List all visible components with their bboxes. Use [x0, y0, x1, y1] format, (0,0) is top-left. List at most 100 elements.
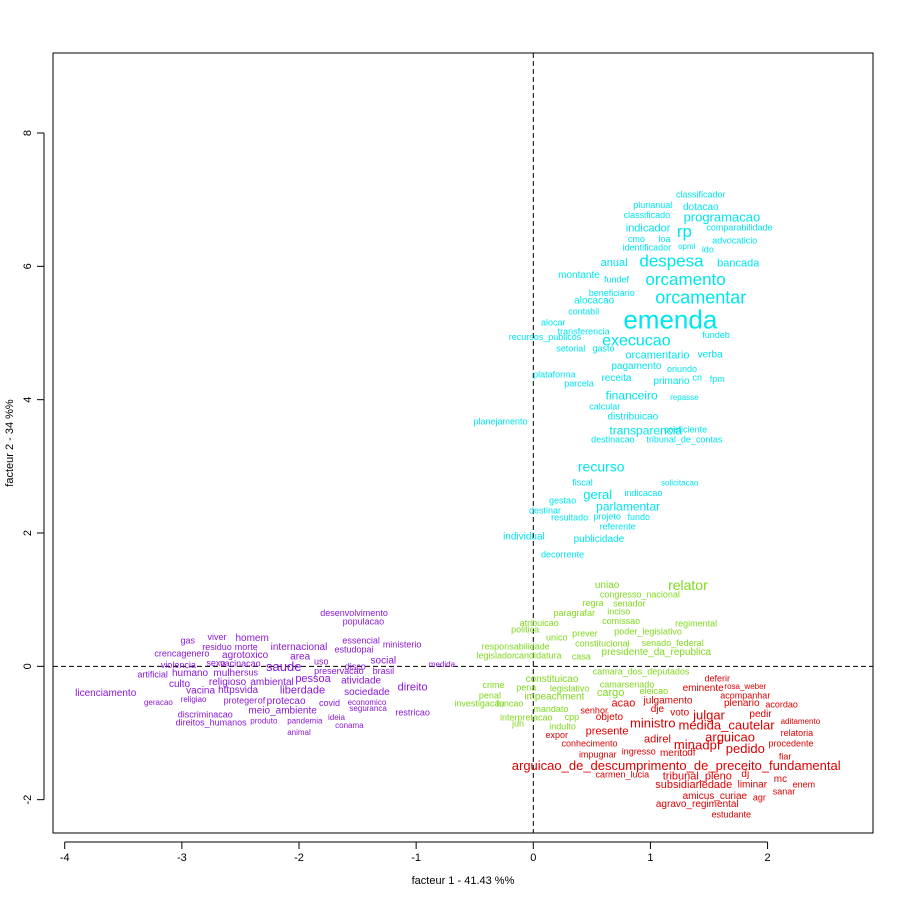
word-label: programacao: [684, 210, 761, 225]
word-label: regra: [583, 598, 604, 608]
word-label: congresso_nacional: [600, 589, 680, 599]
word-label: oriundo: [667, 364, 697, 374]
word-label: orcamentar: [655, 288, 746, 308]
word-label: verba: [698, 350, 723, 361]
word-label: estudante: [711, 809, 751, 819]
x-axis-label: facteur 1 - 41.43 %%: [412, 875, 515, 887]
word-label: rp: [677, 222, 692, 241]
word-label: saude: [266, 659, 301, 674]
word-label: referente: [600, 521, 636, 531]
word-label: ministro: [630, 716, 676, 731]
word-label: montante: [558, 270, 600, 281]
word-label: fundef: [604, 275, 630, 285]
word-label: of: [258, 695, 266, 705]
word-label: responsabilidade: [482, 641, 550, 651]
word-label: mulher: [213, 668, 244, 679]
word-label: gasto: [593, 343, 615, 353]
word-label: planejamento: [473, 417, 527, 427]
word-label: desenvolvimento: [320, 608, 388, 618]
word-label: conama: [335, 721, 364, 730]
word-label: orcamento: [645, 270, 725, 289]
word-label: sus: [244, 667, 259, 677]
y-axis-label: facteur 2 - 34 %%: [4, 399, 16, 487]
word-label: animal: [287, 728, 311, 737]
word-label: relator: [668, 577, 708, 593]
word-label: destinacao: [591, 435, 635, 445]
word-label: cpp: [565, 712, 580, 722]
word-label: prever: [572, 629, 598, 639]
word-label: jun: [511, 719, 524, 729]
reference-lines: [53, 53, 873, 833]
word-label: populacao: [343, 617, 385, 627]
word-label: acordao: [765, 699, 798, 709]
word-label: financeiro: [606, 389, 658, 403]
word-label: agravo_regimental: [656, 799, 739, 810]
word-label: eminente: [683, 683, 725, 694]
word-label: classificador: [676, 189, 726, 199]
word-label: sociedade: [344, 687, 390, 698]
word-label: subsidiariedade: [655, 779, 732, 791]
word-label: presente: [586, 726, 629, 738]
word-label: comissao: [602, 616, 640, 626]
word-label: fundo: [627, 512, 650, 522]
word-label: humano: [172, 668, 209, 679]
word-label: mandato: [533, 704, 568, 714]
word-label: fundeb: [702, 330, 730, 340]
word-label: emenda: [623, 305, 717, 335]
word-label: mc: [774, 774, 787, 785]
word-label: ideia: [328, 713, 345, 722]
word-label: procedente: [768, 739, 813, 749]
word-points: classificador plurianual dotacao classifica…: [75, 189, 841, 819]
word-label: brasil: [373, 666, 395, 676]
word-label: funcao: [496, 699, 523, 709]
word-label: dj: [741, 769, 749, 780]
word-label: parlamentar: [596, 499, 660, 513]
word-label: estudopai: [335, 645, 374, 655]
word-label: seguranca: [349, 704, 387, 713]
x-tick-label: 0: [530, 852, 536, 864]
word-label: despesa: [639, 252, 704, 271]
word-label: candidatura: [514, 651, 561, 661]
word-label: atribuicao: [520, 618, 559, 628]
word-label: fpm: [710, 374, 725, 384]
word-label: liminar: [738, 780, 768, 791]
word-label: proteger: [224, 695, 258, 705]
word-label: plataforma: [533, 369, 576, 379]
word-label: residuo: [202, 642, 232, 652]
word-label: julgar: [692, 708, 725, 723]
word-label: recurso: [578, 458, 625, 474]
word-label: politica: [511, 625, 539, 635]
word-label: setorial: [556, 343, 585, 353]
word-label: objeto: [596, 712, 624, 723]
word-label: uniao: [595, 580, 620, 591]
word-label: vacinacao: [220, 659, 261, 669]
x-tick-label: -1: [411, 852, 421, 864]
word-label: cmo: [628, 234, 645, 244]
word-label: acompanhar: [720, 691, 770, 701]
word-label: penal: [479, 691, 501, 701]
word-label: resultado: [551, 513, 588, 523]
word-label: pedido: [726, 741, 765, 756]
word-label: gestao: [549, 495, 576, 505]
word-label: transferencia: [558, 327, 610, 337]
word-label: pandemia: [287, 717, 323, 726]
word-label: viver: [207, 632, 226, 642]
word-label: classificado: [624, 210, 671, 220]
word-label: agrotoxico: [222, 650, 269, 661]
word-label: aditamento: [781, 717, 821, 726]
word-label: legislativo: [550, 683, 590, 693]
word-label: religioso: [209, 677, 247, 688]
y-tick-label: -2: [22, 795, 34, 805]
word-label: repasse: [670, 393, 699, 402]
word-label: httpsvida: [218, 685, 258, 696]
word-label: restricao: [395, 707, 430, 717]
word-label: direitos_humanos: [176, 717, 248, 727]
word-label: interpretacao: [500, 713, 553, 723]
word-label: pena: [516, 683, 536, 693]
word-label: conhecimento: [561, 739, 617, 749]
word-label: disco: [345, 661, 366, 671]
word-label: regimental: [675, 619, 717, 629]
word-label: execucao: [602, 333, 671, 350]
x-axis: -4 -3 -2 -1 0 1 2: [60, 841, 771, 864]
